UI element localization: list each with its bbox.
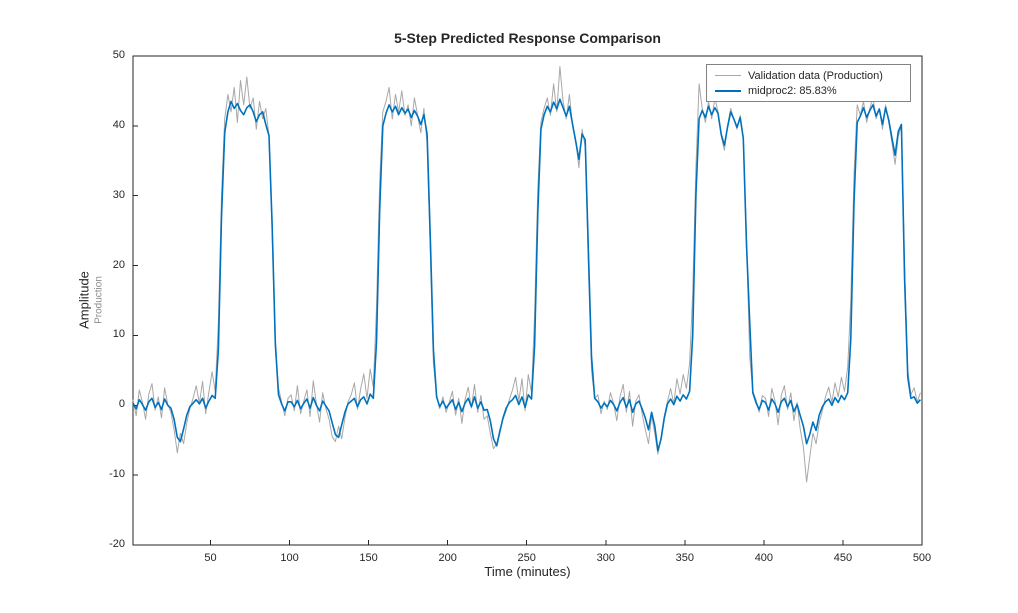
x-tick-label: 500 [912,552,932,564]
validation-line-swatch [715,75,741,76]
legend-entry-model: midproc2: 85.83% [707,83,910,98]
x-tick-label: 250 [517,552,536,564]
series-line-1[interactable] [132,98,921,452]
y-tick-label: 20 [112,258,125,271]
x-axis-label: Time (minutes) [484,564,571,579]
series-line-0[interactable] [132,66,921,483]
x-tick-label: 300 [596,552,615,564]
y-tick-label: 30 [112,188,125,201]
y-tick-label: 50 [112,49,125,61]
chart-title: 5-Step Predicted Response Comparison [394,30,661,46]
legend-entry-validation: Validation data (Production) [707,68,910,83]
x-tick-label: 350 [675,552,694,564]
x-tick-label: 400 [754,552,774,564]
y-tick-label: -20 [109,538,125,550]
legend-label: midproc2: 85.83% [748,84,837,97]
y-tick-label: -10 [109,468,125,481]
legend-box[interactable]: Validation data (Production) midproc2: 8… [706,64,911,102]
x-tick-label: 200 [438,552,457,564]
model-line-swatch [715,89,741,92]
axes-box [132,55,923,546]
legend-label: Validation data (Production) [748,69,883,82]
x-tick-label: 150 [359,552,378,564]
y-tick-label: 40 [112,118,125,131]
y-axis-label: Amplitude [76,271,92,329]
y-tick-label: 0 [118,398,125,411]
y-tick-label: 10 [112,328,125,341]
x-tick-label: 50 [204,552,217,564]
x-tick-label: 100 [280,552,299,564]
y-axis-sublabel: Production [93,276,105,324]
x-tick-label: 450 [833,552,853,564]
